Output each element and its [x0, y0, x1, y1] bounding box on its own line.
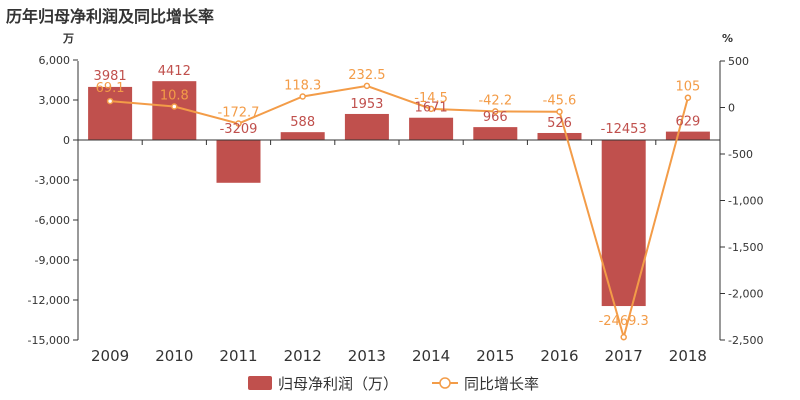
bar-2017 [601, 140, 646, 307]
bar-data-label: 1671 [415, 101, 448, 116]
right-tick-label: -2,000 [728, 288, 763, 301]
left-tick-label: -15,000 [28, 334, 70, 347]
growth-data-label: 105 [675, 80, 700, 95]
left-tick-label: -12,000 [28, 294, 70, 307]
bars-layer [88, 81, 710, 307]
left-tick-label: -9,000 [35, 254, 70, 267]
bar-data-label: 526 [547, 116, 572, 131]
x-tick-label: 2015 [476, 347, 514, 365]
x-tick-label: 2014 [412, 347, 450, 365]
bar-data-label: 588 [290, 115, 315, 130]
growth-point-2012 [299, 93, 306, 100]
x-tick-label: 2010 [155, 347, 193, 365]
legend: 归母净利润（万） 同比增长率 [248, 375, 539, 393]
line-layer [106, 82, 692, 341]
bar-data-label: -12453 [601, 122, 647, 137]
growth-data-label: -2469.3 [599, 314, 649, 329]
growth-point-2015 [492, 108, 499, 115]
labels-layer: 3981 4412 -3209 588 1953 1671 966 526 -12453 629 6… [94, 64, 701, 329]
bar-2009 [88, 86, 133, 140]
bar-data-label: 629 [675, 115, 700, 130]
bar-data-label: -3209 [220, 122, 258, 137]
bar-data-label: 4412 [158, 64, 191, 79]
growth-data-label: -45.6 [543, 94, 577, 109]
growth-data-label: 232.5 [348, 68, 385, 83]
left-tick-label: -6,000 [35, 214, 70, 227]
bar-data-label: 966 [483, 110, 508, 125]
legend-bar-swatch [248, 376, 272, 390]
bar-data-label: 3981 [94, 69, 127, 84]
growth-data-label: 118.3 [284, 78, 321, 93]
growth-data-label: -42.2 [478, 93, 512, 108]
x-tick-label: 2016 [540, 347, 578, 365]
x-tick-label: 2011 [219, 347, 257, 365]
growth-point-2010 [171, 103, 178, 110]
left-tick-label: -3,000 [35, 174, 70, 187]
right-tick-label: 0 [728, 102, 735, 115]
legend-line-marker [439, 377, 451, 389]
x-tick-label: 2013 [348, 347, 386, 365]
x-tick-label: 2018 [669, 347, 707, 365]
growth-point-2018 [684, 94, 692, 101]
left-tick-label: 6,000 [39, 54, 71, 67]
growth-point-2014 [427, 105, 435, 113]
bar-2012 [280, 132, 325, 140]
x-tick-label: 2012 [284, 347, 322, 365]
left-tick-label: 0 [63, 134, 70, 147]
right-tick-label: 500 [728, 55, 749, 68]
legend-line-label: 同比增长率 [464, 375, 539, 393]
chart-title: 历年归母净利润及同比增长率 [6, 7, 215, 26]
bar-2013 [344, 113, 389, 140]
growth-point-2013 [363, 82, 371, 90]
growth-point-2009 [106, 97, 114, 105]
x-tick-label: 2017 [605, 347, 643, 365]
right-axis-unit: % [722, 32, 733, 45]
growth-data-label: 69.1 [96, 81, 125, 96]
right-tick-label: -2,500 [728, 334, 763, 347]
bar-2015 [473, 127, 518, 140]
growth-point-2011 [235, 120, 242, 127]
x-tick-label: 2009 [91, 347, 129, 365]
bar-2014 [409, 117, 454, 140]
bar-data-label: 1953 [350, 97, 383, 112]
growth-data-label: 10.8 [160, 88, 189, 103]
growth-line [110, 84, 689, 341]
growth-point-2016 [556, 108, 563, 115]
bar-2011 [216, 140, 261, 183]
left-tick-label: 3,000 [39, 94, 71, 107]
growth-point-2017 [620, 333, 627, 341]
growth-data-label: -14.5 [414, 91, 448, 106]
right-tick-label: -1,500 [728, 241, 763, 254]
bar-2016 [537, 132, 582, 140]
right-tick-label: -1,000 [728, 195, 763, 208]
legend-bar-label: 归母净利润（万） [278, 375, 398, 393]
bar-2018 [665, 131, 710, 140]
left-axis-unit: 万 [62, 32, 74, 45]
axes-layer: 6,000 3,000 0 -3,000 -6,000 -9,000 -12,000 -15,… [28, 32, 764, 365]
growth-data-label: -172.7 [218, 106, 260, 121]
right-tick-label: -500 [728, 148, 753, 161]
